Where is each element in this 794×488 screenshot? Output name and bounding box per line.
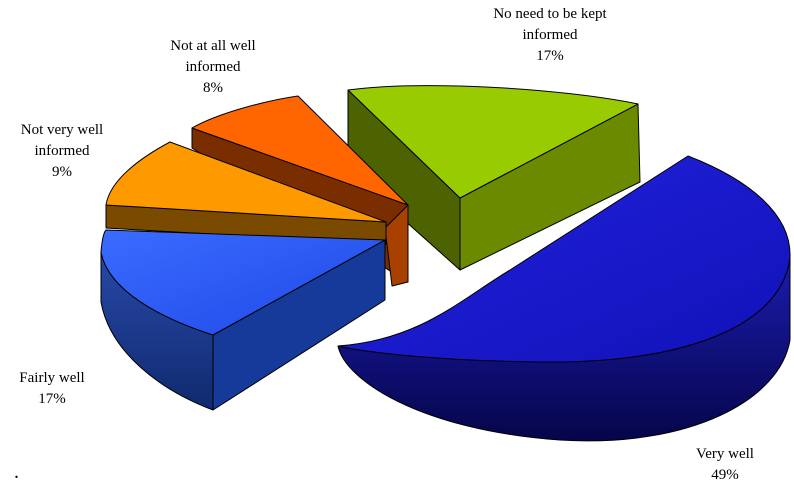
label-not-very-well-name: Not very well — [20, 122, 104, 138]
label-not-at-all-name2: informed — [185, 59, 241, 75]
slice-not-very-well-top — [105, 141, 387, 223]
label-not-at-all-name: Not at all well — [170, 38, 256, 54]
label-not-very-well: Not very well informed 9% — [6, 120, 118, 183]
slice-not-at-all-top — [191, 95, 409, 206]
slice-very-well-top — [337, 155, 791, 363]
label-no-need-pct: 17% — [536, 48, 564, 64]
label-very-well-name: Very well — [696, 446, 754, 462]
label-very-well: Very well 49% — [680, 444, 770, 486]
label-no-need-name: No need to be kept — [493, 6, 607, 22]
label-no-need-name2: informed — [522, 27, 578, 43]
slice-not-at-all-side-front — [384, 204, 409, 287]
label-fairly-well-name: Fairly well — [19, 370, 85, 386]
label-not-at-all: Not at all well informed 8% — [150, 36, 276, 99]
stray-mark: . — [14, 461, 19, 483]
label-very-well-pct: 49% — [711, 467, 739, 483]
label-no-need: No need to be kept informed 17% — [468, 4, 632, 67]
label-fairly-well: Fairly well 17% — [4, 368, 100, 410]
label-not-very-well-pct: 9% — [52, 164, 72, 180]
slice-no-need-top — [347, 85, 639, 199]
label-fairly-well-pct: 17% — [38, 391, 66, 407]
label-not-at-all-pct: 8% — [203, 80, 223, 96]
slice-fairly-well-top — [100, 229, 386, 336]
label-not-very-well-name2: informed — [34, 143, 90, 159]
